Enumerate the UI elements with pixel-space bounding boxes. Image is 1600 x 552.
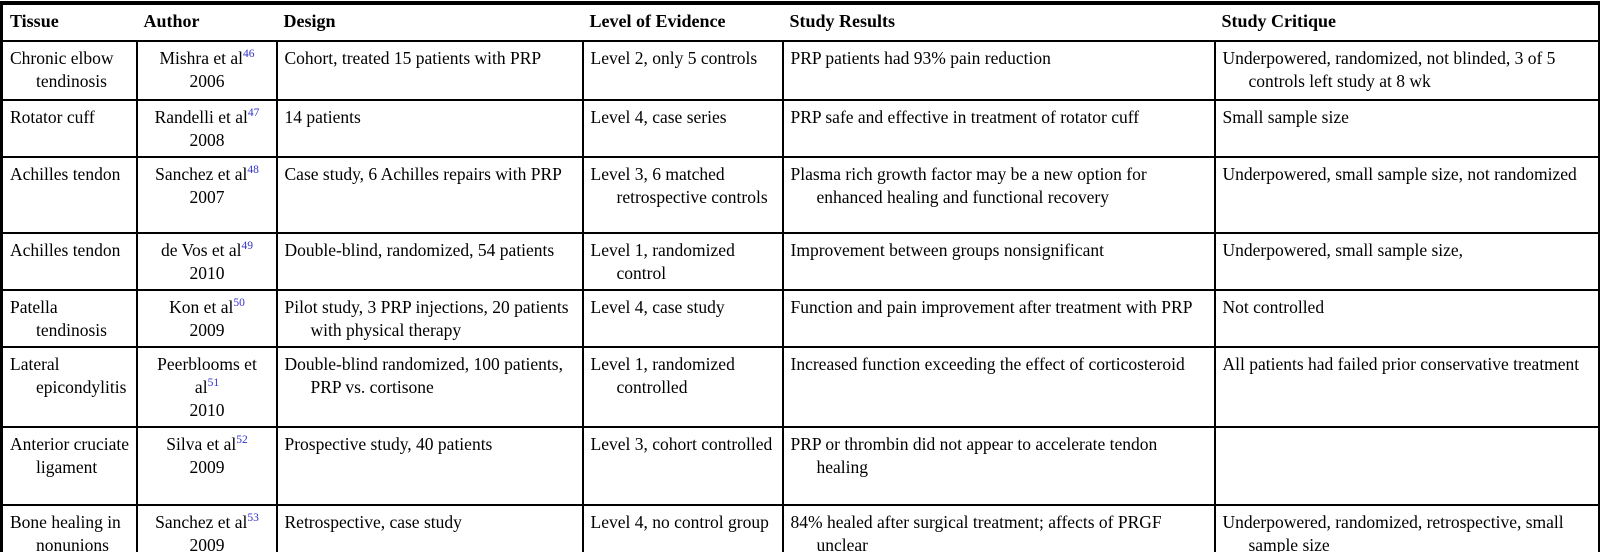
author-cell: Randelli et al47 2008 [135, 99, 278, 158]
design-cell: Retrospective, case study [275, 504, 584, 552]
author-name: Peerblooms et al [157, 354, 257, 397]
tissue-cell: Rotator cuff [0, 99, 138, 158]
evidence-cell: Level 1, randomized controlled [581, 346, 784, 428]
author-name: Randelli et al [154, 107, 248, 127]
tissue-cell: Lateral epicondylitis [0, 346, 138, 428]
results-cell: Function and pain improvement after trea… [781, 289, 1216, 348]
author-cell: de Vos et al49 2010 [135, 232, 278, 291]
column-header-results: Study Results [782, 1, 1215, 42]
author-cell: Silva et al52 2009 [135, 426, 278, 506]
critique-cell: Underpowered, randomized, not blinded, 3… [1213, 40, 1600, 101]
author-year: 2009 [189, 535, 225, 552]
results-cell: Plasma rich growth factor may be a new o… [781, 156, 1216, 234]
critique-cell: Not controlled [1213, 289, 1600, 348]
critique-cell [1213, 426, 1600, 506]
table-header-row: Tissue Author Design Level of Evidence S… [0, 1, 1600, 42]
design-cell: Double-blind, randomized, 54 patients [275, 232, 584, 291]
table-row: Patella tendinosis Kon et al50 2009 Pilot… [0, 289, 1600, 348]
critique-cell: Underpowered, small sample size, [1213, 232, 1600, 291]
results-cell: Increased function exceeding the effect … [781, 346, 1216, 428]
author-year: 2009 [189, 457, 225, 477]
author-year: 2007 [189, 187, 225, 207]
design-cell: Double-blind randomized, 100 patients, P… [275, 346, 584, 428]
evidence-cell: Level 4, no control group [581, 504, 784, 552]
tissue-cell: Anterior cruciate ligament [0, 426, 138, 506]
author-name: Sanchez et al [155, 164, 248, 184]
design-cell: Pilot study, 3 PRP injections, 20 patien… [275, 289, 584, 348]
citation-ref-link[interactable]: 50 [233, 297, 245, 310]
author-year: 2009 [189, 320, 225, 340]
evidence-cell: Level 4, case series [581, 99, 784, 158]
author-cell: Sanchez et al48 2007 [135, 156, 278, 234]
author-name: Mishra et al [159, 48, 244, 68]
column-header-evidence: Level of Evidence [582, 1, 783, 42]
tissue-cell: Chronic elbow tendinosis [0, 40, 138, 101]
author-name: Sanchez et al [155, 512, 248, 532]
evidence-cell: Level 4, case study [581, 289, 784, 348]
author-name: Kon et al [169, 297, 234, 317]
evidence-cell: Level 3, cohort controlled [581, 426, 784, 506]
tissue-cell: Patella tendinosis [0, 289, 138, 348]
author-cell: Mishra et al46 2006 [135, 40, 278, 101]
table-row: Bone healing in nonunions Sanchez et al5… [0, 504, 1600, 552]
design-cell: Prospective study, 40 patients [275, 426, 584, 506]
column-header-design: Design [276, 1, 583, 42]
results-cell: PRP patients had 93% pain reduction [781, 40, 1216, 101]
results-cell: PRP or thrombin did not appear to accele… [781, 426, 1216, 506]
design-cell: Case study, 6 Achilles repairs with PRP [275, 156, 584, 234]
citation-ref-link[interactable]: 51 [207, 377, 220, 390]
citation-ref-link[interactable]: 46 [243, 48, 255, 61]
column-header-tissue: Tissue [0, 1, 137, 42]
author-cell: Peerblooms et al51 2010 [135, 346, 278, 428]
author-year: 2010 [189, 400, 225, 420]
design-cell: Cohort, treated 15 patients with PRP [275, 40, 584, 101]
citation-ref-link[interactable]: 48 [247, 164, 259, 177]
critique-cell: All patients had failed prior conservati… [1213, 346, 1600, 428]
citation-ref-link[interactable]: 52 [236, 434, 248, 447]
table-row: Achilles tendon de Vos et al49 2010 Doubl… [0, 232, 1600, 291]
column-header-author: Author [136, 1, 277, 42]
critique-cell: Underpowered, randomized, retrospective,… [1213, 504, 1600, 552]
author-cell: Kon et al50 2009 [135, 289, 278, 348]
table-row: Chronic elbow tendinosis Mishra et al46 2… [0, 40, 1600, 101]
author-name: Silva et al [166, 434, 237, 454]
table-row: Achilles tendon Sanchez et al48 2007 Case… [0, 156, 1600, 234]
citation-ref-link[interactable]: 47 [247, 107, 260, 120]
evidence-cell: Level 3, 6 matched retrospective control… [581, 156, 784, 234]
column-header-critique: Study Critique [1214, 1, 1600, 42]
results-cell: PRP safe and effective in treatment of r… [781, 99, 1216, 158]
tissue-cell: Achilles tendon [0, 156, 138, 234]
evidence-cell: Level 1, randomized control [581, 232, 784, 291]
critique-cell: Small sample size [1213, 99, 1600, 158]
table-row: Anterior cruciate ligament Silva et al52… [0, 426, 1600, 506]
results-cell: 84% healed after surgical treatment; aff… [781, 504, 1216, 552]
author-cell: Sanchez et al53 2009 [135, 504, 278, 552]
evidence-cell: Level 2, only 5 controls [581, 40, 784, 101]
table-row: Rotator cuff Randelli et al47 2008 14 pat… [0, 99, 1600, 158]
citation-ref-link[interactable]: 49 [241, 240, 254, 253]
design-cell: 14 patients [275, 99, 584, 158]
table-row: Lateral epicondylitis Peerblooms et al51… [0, 346, 1600, 428]
results-cell: Improvement between groups nonsignifican… [781, 232, 1216, 291]
author-year: 2008 [189, 130, 225, 150]
citation-ref-link[interactable]: 53 [247, 512, 259, 525]
critique-cell: Underpowered, small sample size, not ran… [1213, 156, 1600, 234]
author-year: 2006 [189, 71, 225, 91]
tissue-cell: Achilles tendon [0, 232, 138, 291]
tissue-cell: Bone healing in nonunions [0, 504, 138, 552]
author-year: 2010 [189, 263, 225, 283]
author-name: de Vos et al [160, 240, 242, 260]
